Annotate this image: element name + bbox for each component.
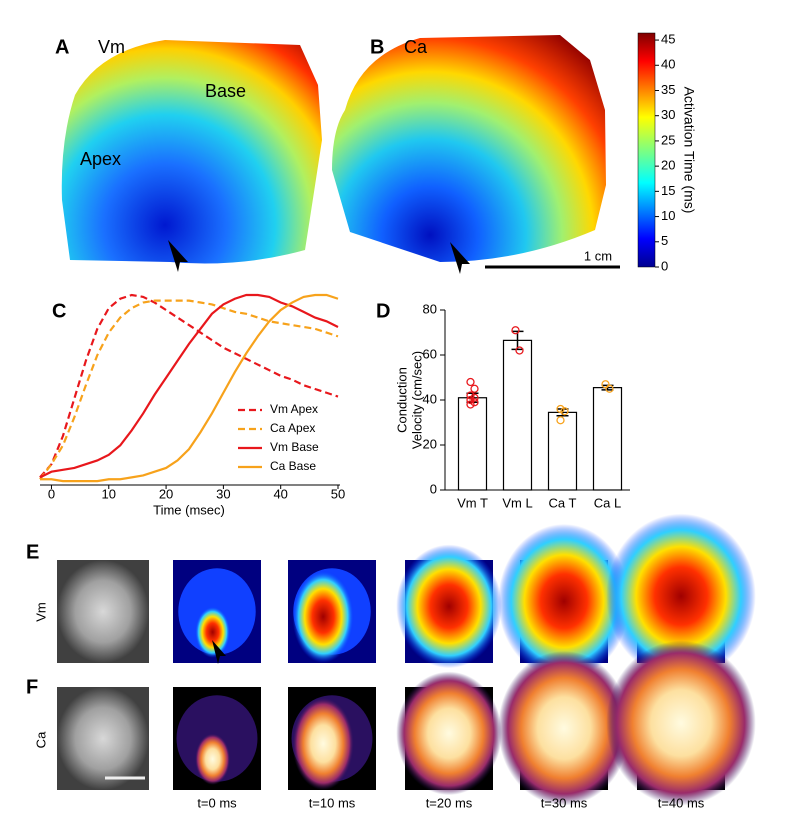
x-tick-label: 10 bbox=[102, 486, 116, 501]
data-point bbox=[466, 377, 475, 387]
annotation: Base bbox=[205, 81, 246, 101]
time-label: t=0 ms bbox=[197, 795, 237, 810]
data-point bbox=[556, 404, 565, 414]
ca-wave bbox=[606, 640, 756, 806]
y-tick-label: 60 bbox=[423, 346, 437, 361]
data-point bbox=[466, 395, 475, 405]
arrow bbox=[168, 240, 188, 272]
legend-label: Vm Apex bbox=[270, 402, 318, 416]
panel-label: Vm bbox=[98, 37, 125, 57]
time-label: t=10 ms bbox=[309, 795, 356, 810]
colorbar-tick-label: 10 bbox=[661, 208, 675, 223]
x-tick-label: Ca T bbox=[549, 495, 577, 510]
row-label: Ca bbox=[33, 731, 48, 748]
legend-label: Ca Base bbox=[270, 459, 316, 473]
y-axis-label: Conduction bbox=[394, 367, 409, 433]
arrow bbox=[450, 242, 470, 274]
ca-wave bbox=[292, 697, 355, 791]
row-label: Vm bbox=[33, 602, 48, 622]
time-label: t=30 ms bbox=[541, 795, 588, 810]
x-tick-label: 0 bbox=[48, 486, 55, 501]
data-point bbox=[605, 384, 614, 393]
ca-wave bbox=[195, 733, 231, 785]
panel-letter: D bbox=[376, 300, 390, 322]
vm-wave bbox=[498, 523, 630, 679]
colorbar-tick-label: 45 bbox=[661, 31, 675, 46]
y-tick-label: 80 bbox=[423, 301, 437, 316]
bar bbox=[592, 387, 623, 491]
data-point bbox=[470, 398, 479, 407]
colorbar-tick-label: 40 bbox=[661, 57, 675, 72]
x-tick-label: 20 bbox=[159, 486, 173, 501]
annotation: Apex bbox=[80, 149, 121, 169]
data-point bbox=[560, 407, 569, 416]
colorbar-tick-label: 20 bbox=[661, 158, 675, 173]
map-b bbox=[332, 35, 606, 262]
colorbar-tick-label: 0 bbox=[661, 258, 668, 273]
ca-wave bbox=[498, 650, 630, 806]
time-label: t=20 ms bbox=[426, 795, 473, 810]
vm-wave bbox=[396, 544, 502, 669]
data-point bbox=[470, 384, 479, 393]
colorbar-tick-label: 5 bbox=[661, 233, 668, 248]
series-line bbox=[39, 299, 339, 480]
colorbar bbox=[637, 32, 656, 268]
series-line bbox=[40, 293, 339, 483]
data-point bbox=[601, 380, 610, 389]
panel-letter: B bbox=[370, 36, 384, 58]
data-point bbox=[515, 346, 524, 355]
vm-wave bbox=[292, 570, 355, 664]
vm-wave bbox=[606, 513, 756, 679]
y-tick-label: 0 bbox=[430, 481, 437, 496]
arrow bbox=[212, 640, 226, 664]
bar bbox=[547, 411, 578, 491]
colorbar-tick-label: 30 bbox=[661, 107, 675, 122]
ca-wave bbox=[396, 671, 502, 796]
y-tick-label: 20 bbox=[423, 436, 437, 451]
x-tick-label: Vm T bbox=[457, 495, 488, 510]
raw-image bbox=[57, 687, 149, 790]
x-tick-label: 40 bbox=[273, 486, 287, 501]
x-tick-label: 30 bbox=[216, 486, 230, 501]
legend-label: Vm Base bbox=[270, 440, 319, 454]
bar bbox=[502, 339, 533, 491]
x-axis-label: Time (msec) bbox=[153, 502, 225, 517]
series-line bbox=[39, 293, 339, 479]
x-tick-label: Ca L bbox=[594, 495, 621, 510]
bar bbox=[457, 397, 488, 491]
data-point bbox=[466, 400, 475, 409]
legend-label: Ca Apex bbox=[270, 421, 315, 435]
x-tick-label: 50 bbox=[331, 486, 345, 501]
activation-maps bbox=[61, 32, 656, 274]
map-a bbox=[61, 40, 322, 264]
scale-bar-label: 1 cm bbox=[584, 248, 612, 263]
x-tick-label: Vm L bbox=[502, 495, 532, 510]
panel-letter: F bbox=[26, 676, 38, 698]
panel-letter: A bbox=[55, 36, 69, 58]
y-tick-label: 40 bbox=[423, 391, 437, 406]
panel-letter: E bbox=[26, 541, 39, 563]
vm-wave bbox=[195, 606, 231, 658]
data-point bbox=[466, 391, 475, 400]
data-point bbox=[556, 416, 565, 425]
colorbar-tick-label: 35 bbox=[661, 82, 675, 97]
colorbar-label: Activation Time (ms) bbox=[681, 87, 697, 214]
error-bar bbox=[511, 330, 524, 351]
data-point bbox=[470, 393, 479, 402]
panel-label: Ca bbox=[404, 37, 428, 57]
colorbar-tick-label: 15 bbox=[661, 183, 675, 198]
y-axis-label: Velocity (cm/sec) bbox=[409, 351, 424, 449]
raw-image bbox=[57, 560, 149, 663]
colorbar-tick-label: 25 bbox=[661, 132, 675, 147]
data-point bbox=[511, 326, 520, 335]
panel-letter: C bbox=[52, 300, 66, 322]
time-label: t=40 ms bbox=[658, 795, 705, 810]
